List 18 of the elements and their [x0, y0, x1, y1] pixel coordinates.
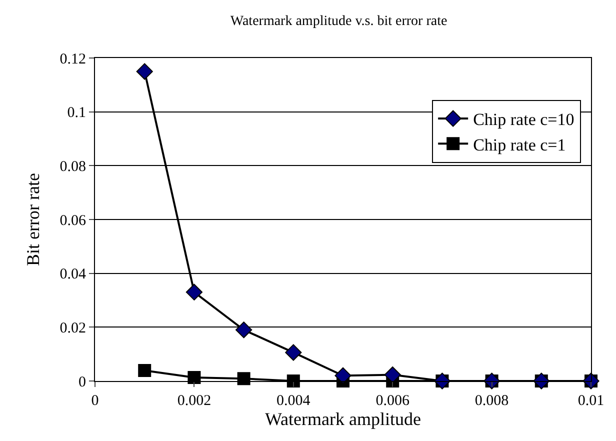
y-axis-title: Bit error rate [22, 173, 43, 266]
y-tick-label: 0.06 [60, 212, 86, 229]
y-tick-label: 0.04 [60, 266, 86, 283]
legend-label: Chip rate c=10 [473, 110, 574, 130]
legend-label: Chip rate c=1 [473, 135, 566, 154]
y-tick-label: 0 [78, 374, 86, 390]
x-tick-label: 0.006 [376, 393, 410, 409]
x-tick-label: 0.004 [276, 393, 311, 409]
x-tick-label: 0.002 [177, 393, 212, 409]
x-tick-label: 0 [91, 393, 99, 409]
chart-title: Watermark amplitude v.s. bit error rate [230, 14, 448, 30]
y-tick-label: 0.08 [60, 158, 86, 175]
y-tick-label: 0.1 [67, 105, 86, 122]
x-tick-label: 0.008 [474, 393, 509, 409]
x-tick-label: 0.01 [578, 393, 604, 409]
y-tick-label: 0.02 [60, 320, 86, 336]
x-axis-title: Watermark amplitude [265, 409, 421, 430]
y-tick-label: 0.12 [60, 51, 86, 68]
